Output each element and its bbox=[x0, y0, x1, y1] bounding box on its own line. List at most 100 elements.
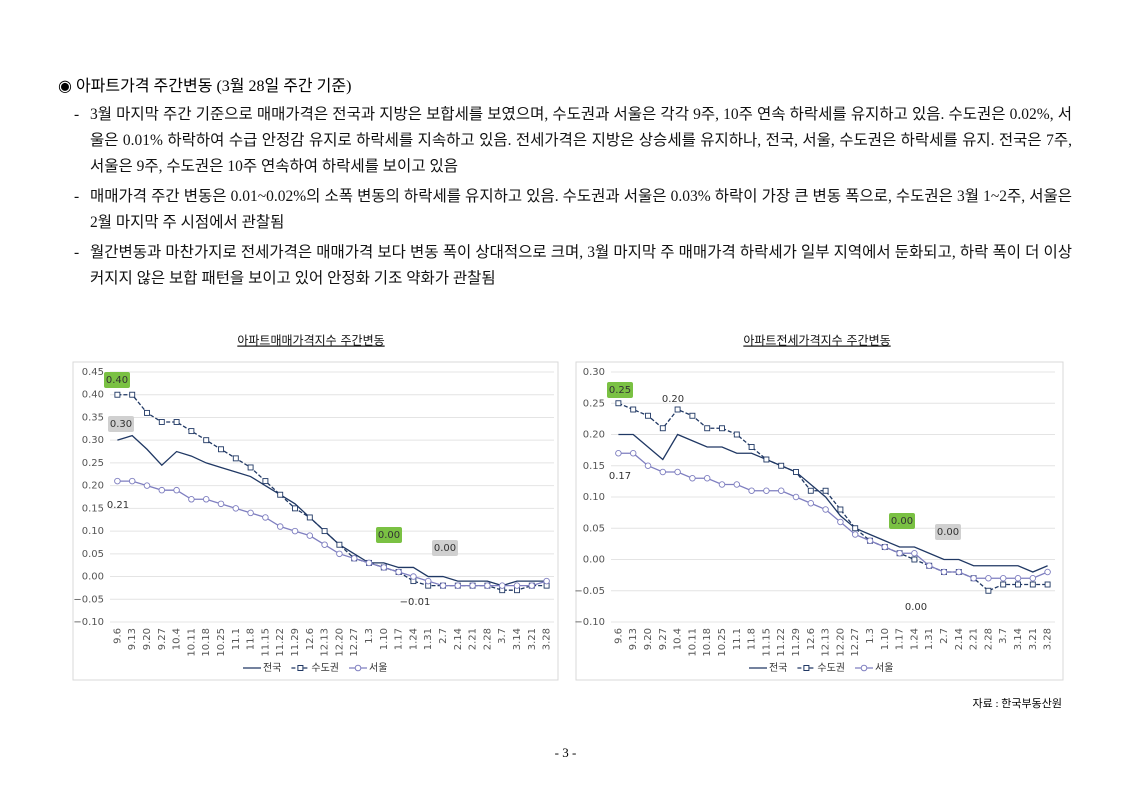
marker bbox=[704, 425, 711, 432]
x-tick-label: 9.27 bbox=[157, 628, 168, 650]
marker bbox=[129, 391, 136, 398]
marker bbox=[173, 486, 180, 494]
legend-label: 수도권 bbox=[311, 662, 339, 674]
marker bbox=[454, 582, 462, 589]
marker bbox=[645, 412, 651, 419]
annotation-box bbox=[108, 416, 134, 432]
y-tick-label: 0.10 bbox=[583, 492, 605, 503]
y-tick-label: 0.00 bbox=[583, 555, 605, 566]
marker bbox=[748, 444, 755, 450]
y-tick-label: 0.05 bbox=[583, 523, 605, 534]
x-tick-label: 1.10 bbox=[379, 628, 390, 650]
x-tick-label: 10.4 bbox=[673, 628, 684, 650]
x-tick-label: 3.28 bbox=[1043, 628, 1054, 650]
x-tick-label: 9.20 bbox=[142, 628, 153, 650]
annotation: 0.40 bbox=[106, 375, 128, 386]
annotation: 0.00 bbox=[434, 543, 456, 554]
marker bbox=[380, 564, 388, 571]
bullet-marker: - bbox=[74, 106, 80, 123]
x-tick-label: 10.18 bbox=[201, 628, 212, 657]
marker bbox=[262, 514, 269, 521]
legend-label: 전국 bbox=[769, 662, 787, 674]
x-tick-label: 10.25 bbox=[717, 628, 728, 657]
marker bbox=[689, 412, 696, 419]
marker bbox=[114, 391, 121, 398]
legend-label: 서울 bbox=[369, 662, 387, 674]
y-tick-label: 0.25 bbox=[583, 398, 605, 409]
marker bbox=[615, 450, 622, 457]
x-tick-label: 2.7 bbox=[438, 628, 449, 644]
marker bbox=[925, 562, 933, 570]
marker bbox=[1015, 581, 1021, 588]
y-tick-label: 0.20 bbox=[583, 430, 605, 441]
marker bbox=[498, 582, 506, 589]
x-tick-label: 1.24 bbox=[408, 628, 419, 650]
annotation: 0.00 bbox=[937, 527, 959, 538]
marker bbox=[218, 446, 224, 453]
y-tick-label: 0.30 bbox=[583, 367, 605, 378]
marker bbox=[203, 437, 210, 444]
x-tick-label: 12.13 bbox=[821, 628, 832, 657]
annotation-box bbox=[432, 540, 458, 556]
marker bbox=[689, 475, 696, 482]
x-tick-label: 11.22 bbox=[275, 628, 286, 657]
marker bbox=[659, 425, 666, 432]
y-tick-label: 0.10 bbox=[82, 526, 104, 537]
marker bbox=[528, 582, 536, 589]
marker bbox=[999, 575, 1007, 582]
marker bbox=[188, 496, 195, 503]
x-tick-label: 2.14 bbox=[453, 628, 464, 650]
marker bbox=[674, 468, 681, 476]
legend-marker bbox=[860, 664, 868, 672]
marker bbox=[719, 425, 725, 432]
x-tick-label: 10.18 bbox=[702, 628, 713, 657]
chart-title: 아파트전세가격지수 주간변동 bbox=[743, 334, 890, 348]
y-tick-label: 0.35 bbox=[82, 412, 104, 423]
marker bbox=[881, 543, 889, 551]
marker bbox=[173, 419, 180, 425]
marker bbox=[143, 482, 151, 489]
marker bbox=[469, 582, 476, 589]
x-tick-label: 9.20 bbox=[643, 628, 654, 650]
annotation: 0.00 bbox=[905, 602, 927, 613]
annotation: 0.00 bbox=[891, 516, 913, 527]
x-tick-label: 2.14 bbox=[954, 628, 965, 650]
marker bbox=[763, 487, 770, 495]
x-tick-label: 11.15 bbox=[260, 628, 271, 657]
x-tick-label: 9.6 bbox=[112, 628, 123, 644]
annotation: 0.00 bbox=[378, 530, 400, 541]
x-tick-label: 11.8 bbox=[246, 628, 257, 650]
marker bbox=[114, 477, 121, 485]
marker bbox=[439, 582, 447, 589]
annotation: 0.17 bbox=[609, 471, 631, 482]
marker bbox=[793, 469, 799, 475]
marker bbox=[822, 487, 829, 494]
marker bbox=[1044, 581, 1051, 588]
legend-marker bbox=[803, 665, 810, 671]
marker bbox=[733, 481, 741, 488]
annotation-box bbox=[376, 527, 402, 543]
x-tick-label: 9.13 bbox=[628, 628, 639, 650]
x-tick-label: 3.21 bbox=[1028, 628, 1039, 650]
marker bbox=[292, 505, 298, 512]
annotation: −0.01 bbox=[400, 597, 431, 608]
y-tick-label: 0.05 bbox=[82, 549, 104, 560]
y-tick-label: −0.10 bbox=[574, 617, 605, 628]
chart-title: 아파트매매가격지수 주간변동 bbox=[237, 334, 384, 348]
x-tick-label: 10.4 bbox=[172, 628, 183, 650]
x-tick-label: 2.21 bbox=[969, 628, 980, 650]
marker bbox=[217, 500, 225, 508]
marker bbox=[718, 481, 726, 488]
x-tick-label: 1.10 bbox=[880, 628, 891, 650]
marker bbox=[1029, 575, 1037, 582]
marker bbox=[365, 559, 373, 567]
marker bbox=[777, 487, 785, 495]
x-tick-label: 2.7 bbox=[939, 628, 950, 644]
marker bbox=[733, 431, 740, 438]
x-tick-label: 10.11 bbox=[186, 628, 197, 657]
marker bbox=[837, 506, 844, 513]
bullet-item: - 월간변동과 마찬가지로 전세가격은 매매가격 보다 변동 폭이 상대적으로 크… bbox=[74, 240, 1072, 292]
x-tick-label: 2.21 bbox=[468, 628, 479, 650]
x-tick-label: 11.1 bbox=[231, 628, 242, 650]
marker bbox=[763, 456, 770, 463]
